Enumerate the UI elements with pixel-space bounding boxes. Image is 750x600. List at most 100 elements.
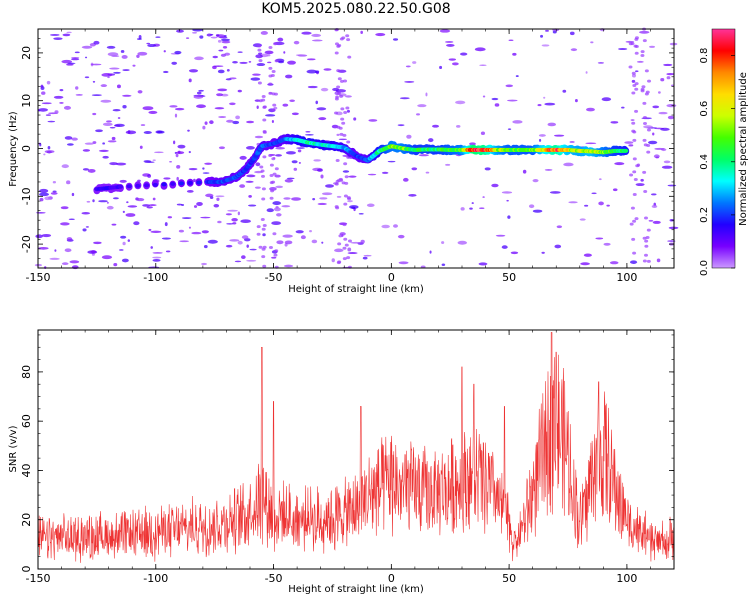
noise-speckle [346, 109, 351, 113]
trace-point [161, 182, 167, 187]
noise-speckle [87, 168, 96, 173]
noise-speckle [569, 31, 575, 36]
noise-speckle [507, 99, 518, 102]
noise-speckle [245, 180, 254, 183]
noise-speckle [337, 77, 342, 81]
noise-speckle [122, 94, 132, 97]
snr-x-tick-label: -100 [143, 572, 168, 585]
noise-speckle [491, 183, 499, 188]
noise-speckle [136, 197, 145, 202]
noise-speckle [630, 260, 638, 264]
noise-speckle [109, 162, 118, 166]
noise-speckle [629, 173, 634, 177]
noise-speckle [634, 217, 639, 221]
noise-speckle [148, 110, 158, 114]
noise-speckle [52, 190, 57, 193]
noise-speckle [575, 99, 578, 103]
noise-speckle [268, 82, 273, 86]
noise-speckle [71, 58, 80, 61]
noise-speckle [121, 258, 129, 263]
noise-speckle [43, 153, 46, 156]
noise-speckle [50, 34, 60, 36]
noise-speckle [338, 177, 343, 181]
noise-speckle [246, 244, 249, 248]
noise-speckle [257, 48, 262, 52]
noise-speckle [320, 87, 329, 92]
noise-speckle [274, 174, 281, 178]
noise-speckle [652, 105, 660, 109]
noise-speckle [66, 237, 73, 241]
noise-speckle [628, 144, 634, 147]
noise-speckle [262, 118, 267, 122]
noise-speckle [652, 132, 655, 136]
noise-speckle [293, 40, 300, 45]
noise-speckle [81, 45, 93, 49]
noise-speckle [556, 225, 563, 229]
noise-speckle [311, 33, 322, 38]
noise-speckle [202, 125, 206, 130]
noise-speckle [271, 69, 276, 73]
noise-speckle [579, 218, 586, 221]
noise-speckle [210, 36, 218, 39]
noise-speckle [268, 246, 273, 250]
noise-speckle [632, 138, 637, 142]
noise-speckle [646, 228, 651, 232]
noise-speckle [598, 178, 602, 181]
noise-speckle [642, 170, 647, 174]
noise-speckle [271, 256, 277, 259]
noise-speckle [403, 177, 409, 182]
noise-speckle [495, 234, 506, 237]
noise-speckle [334, 51, 339, 55]
noise-speckle [332, 87, 339, 92]
noise-speckle [271, 108, 276, 112]
noise-speckle [140, 124, 146, 126]
noise-speckle [459, 52, 468, 56]
noise-speckle [321, 192, 333, 196]
noise-speckle [269, 174, 274, 178]
noise-speckle [39, 197, 44, 202]
trace-point [135, 183, 141, 188]
noise-speckle [84, 142, 95, 145]
noise-speckle [522, 169, 527, 174]
noise-speckle [192, 31, 197, 34]
colorbar-ticks: 0.0 0.2 0.4 0.6 0.8 [699, 48, 735, 276]
noise-speckle [411, 167, 418, 171]
noise-speckle [334, 42, 339, 46]
noise-speckle [127, 239, 130, 242]
noise-speckle [169, 105, 178, 108]
noise-speckle [301, 31, 312, 35]
noise-speckle [107, 76, 110, 79]
noise-speckle [235, 115, 240, 120]
noise-speckle [165, 250, 171, 253]
noise-speckle [260, 174, 265, 178]
spectrogram-y-tick-label: -20 [20, 235, 33, 253]
noise-speckle [217, 39, 222, 43]
noise-speckle [271, 221, 282, 226]
noise-speckle [207, 239, 218, 244]
noise-speckle [282, 103, 289, 107]
noise-speckle [347, 247, 352, 252]
noise-speckle [109, 126, 116, 129]
noise-speckle [649, 45, 656, 48]
noise-speckle [287, 60, 296, 65]
noise-speckle [148, 228, 152, 232]
noise-speckle [273, 42, 278, 46]
noise-speckle [107, 52, 119, 57]
noise-speckle [147, 44, 157, 48]
noise-speckle [107, 140, 117, 143]
noise-speckle [139, 145, 143, 149]
noise-speckle [185, 37, 190, 39]
noise-speckle [507, 128, 512, 130]
noise-speckle [538, 134, 546, 137]
noise-speckle [643, 216, 648, 220]
noise-speckle [512, 52, 517, 56]
spectrogram-x-tick-label: -50 [265, 271, 283, 284]
noise-speckle [271, 92, 276, 96]
noise-speckle [176, 176, 179, 181]
noise-speckle [345, 106, 350, 110]
noise-speckle [457, 240, 468, 245]
noise-speckle [628, 42, 633, 46]
noise-speckle [268, 91, 273, 95]
noise-speckle [316, 107, 327, 111]
noise-speckle [59, 89, 64, 92]
